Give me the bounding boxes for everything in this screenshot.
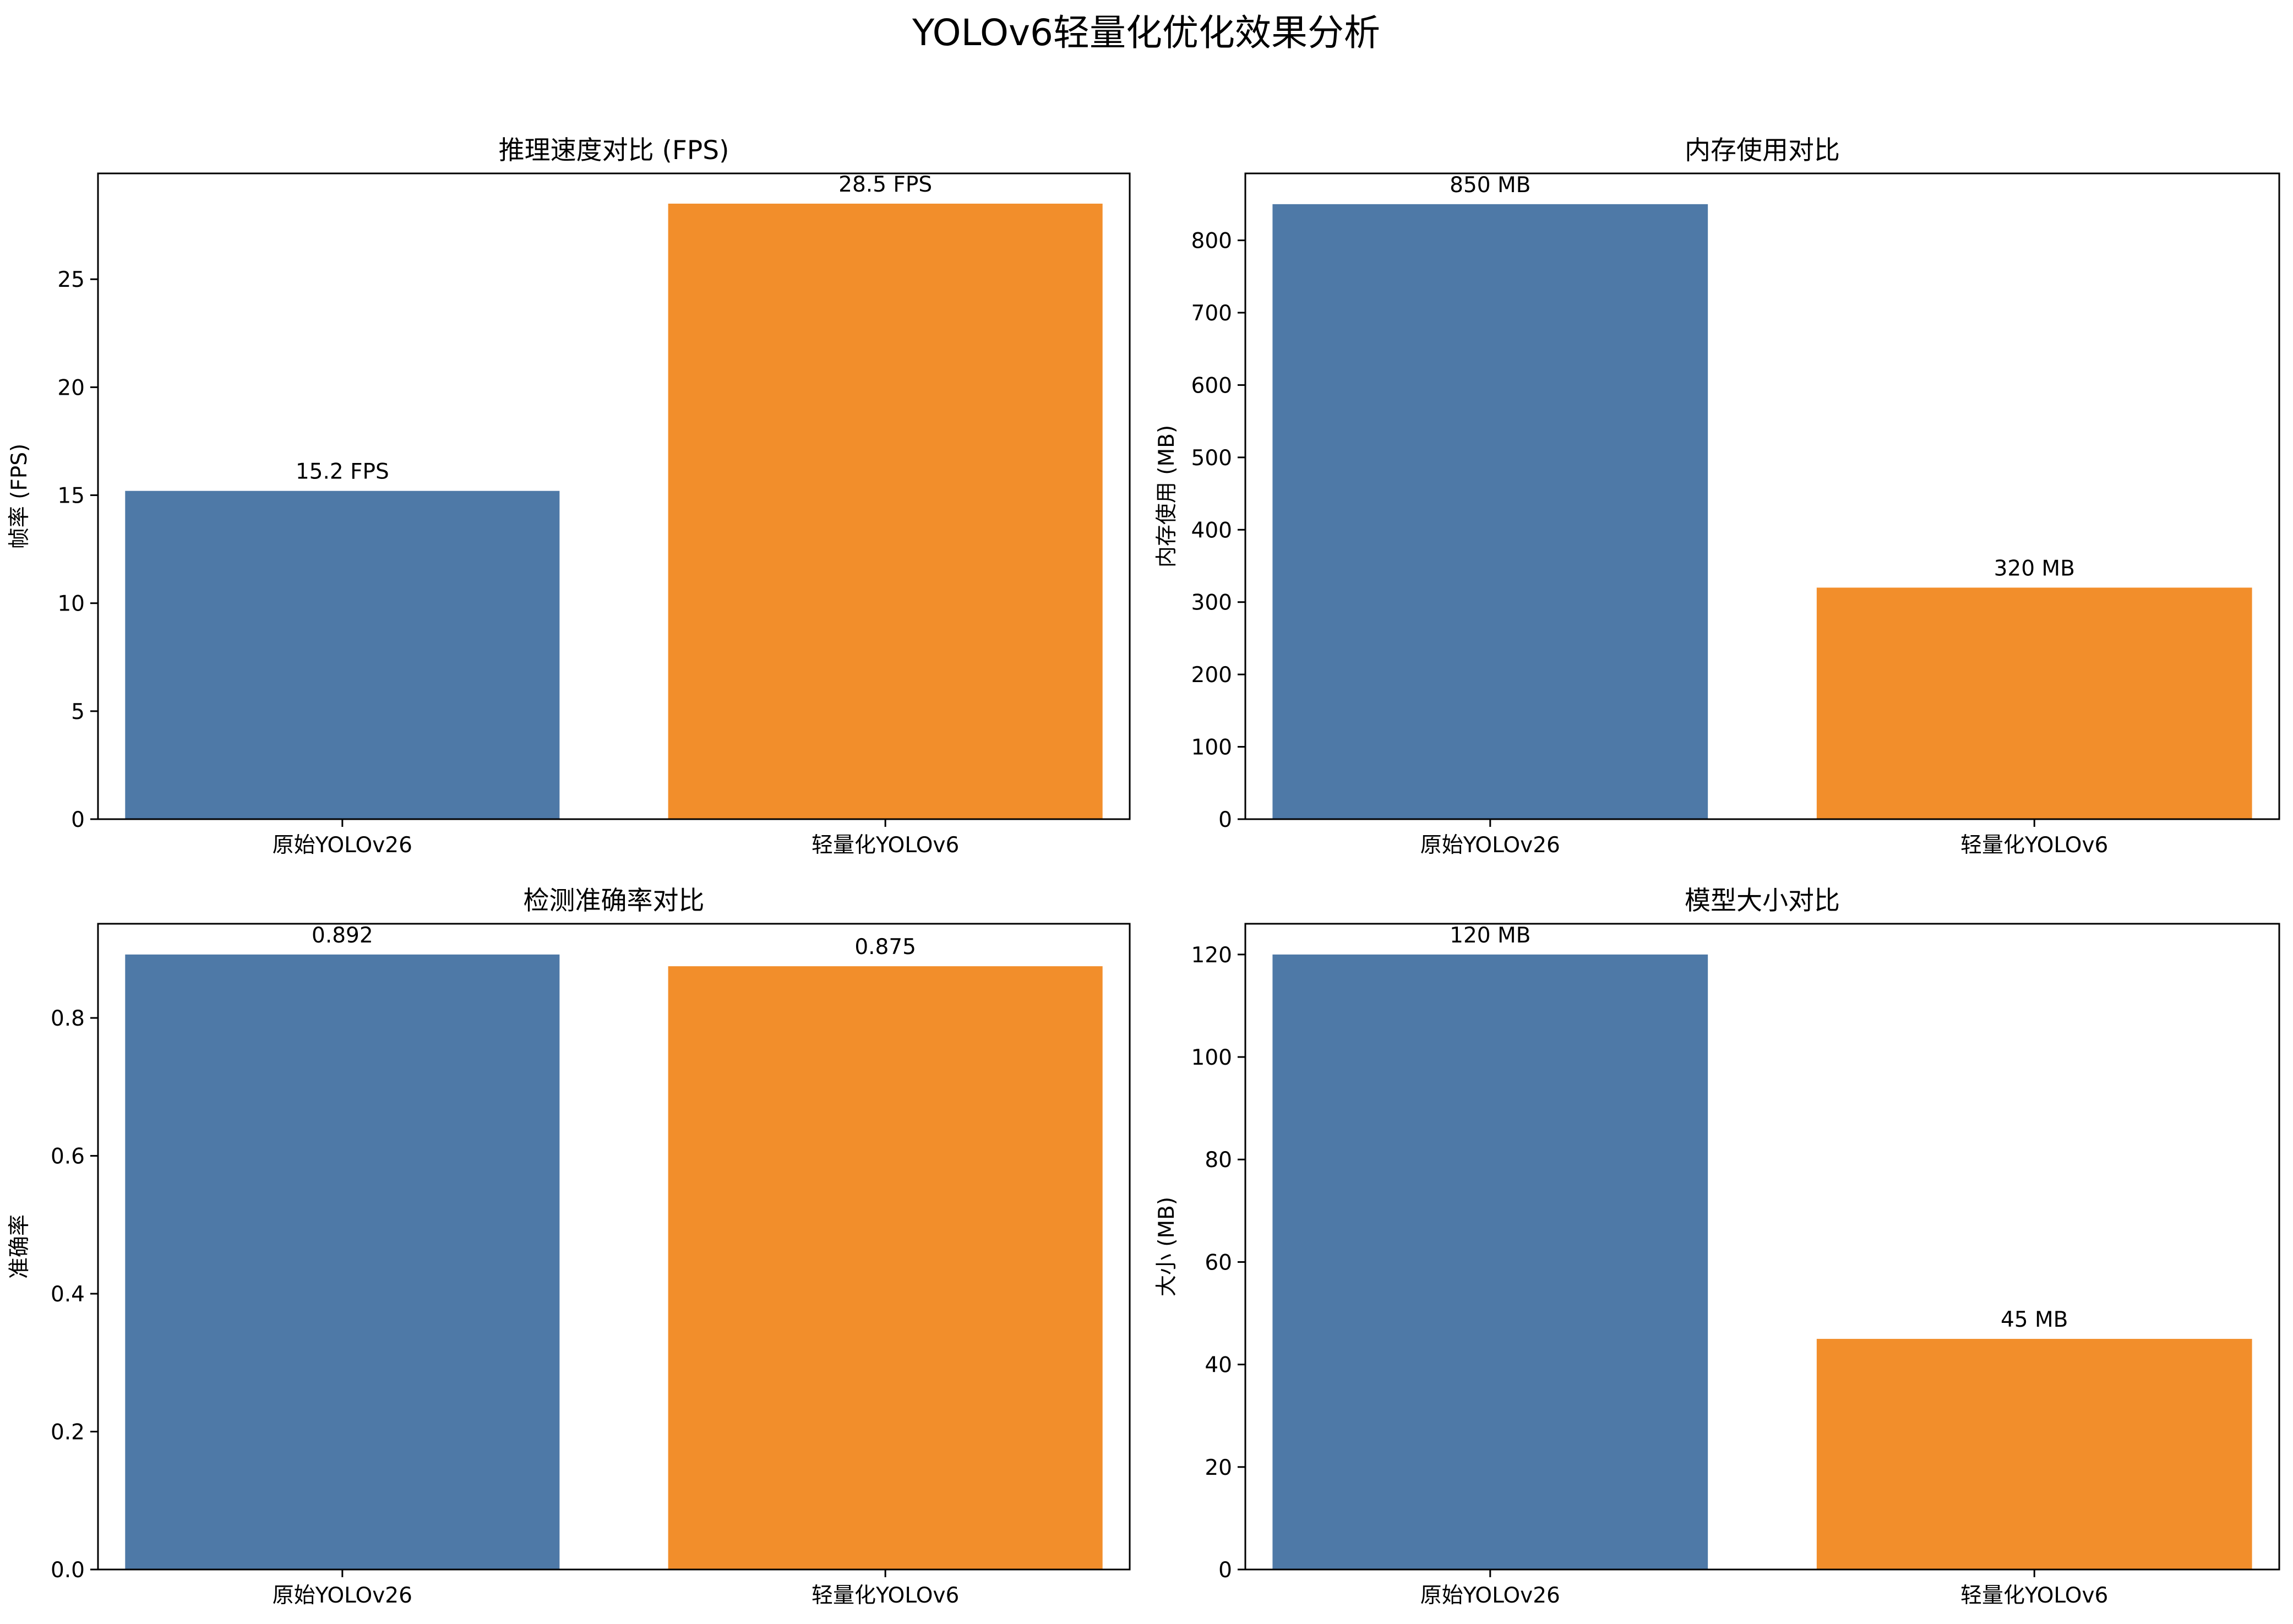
bar-original: [125, 491, 560, 819]
y-tick-label: 20: [1205, 1456, 1232, 1480]
x-tick-label: 原始YOLOv26: [273, 833, 412, 858]
bar-value-label: 320 MB: [1994, 556, 2075, 581]
axes-frame: [97, 923, 1131, 1571]
bar-value-label: 15.2 FPS: [296, 460, 389, 484]
bar-value-label: 120 MB: [1450, 923, 1531, 948]
bar-lightweight: [1816, 587, 2252, 819]
x-tick-label: 轻量化YOLOv6: [811, 1583, 959, 1608]
y-tick-label: 0: [1218, 1558, 1232, 1583]
axes-frame: [97, 172, 1131, 820]
y-tick-label: 15: [57, 484, 85, 509]
panel-title: 推理速度对比 (FPS): [499, 135, 729, 166]
y-tick-label: 0.6: [51, 1145, 85, 1169]
bar-original: [1272, 204, 1708, 819]
bar-original: [125, 954, 560, 1569]
chart-panel-3: 检测准确率对比 0.892 0.875 0.0 0.2 0.4 0.6 0.8 原始YOLOv2…: [7, 886, 1131, 1608]
y-tick-label: 0: [71, 808, 85, 832]
y-tick-label: 80: [1205, 1148, 1232, 1173]
figure-title: YOLOv6轻量化优化效果分析: [912, 12, 1380, 54]
y-tick-label: 120: [1191, 943, 1232, 968]
x-tick-label: 轻量化YOLOv6: [1960, 1583, 2108, 1608]
y-tick-label: 800: [1191, 229, 1232, 254]
y-tick-label: 25: [57, 268, 85, 292]
x-tick-label: 原始YOLOv26: [1420, 833, 1560, 858]
y-tick-label: 0.8: [51, 1006, 85, 1031]
y-axis-label: 内存使用 (MB): [1154, 425, 1179, 568]
x-tick-label: 轻量化YOLOv6: [811, 833, 959, 858]
bar-value-label: 45 MB: [2001, 1307, 2068, 1332]
chart-panels: 推理速度对比 (FPS) 15.2 FPS 28.5 FPS 0 5 10 15 20 25 原始…: [7, 135, 2280, 1608]
chart-panel-2: 内存使用对比 850 MB 320 MB 0 100 200 300 400 500 600 700…: [1154, 135, 2280, 858]
bar-lightweight: [1816, 1339, 2252, 1569]
y-tick-label: 0.2: [51, 1420, 85, 1445]
y-tick-label: 40: [1205, 1353, 1232, 1378]
y-tick-label: 100: [1191, 735, 1232, 760]
y-tick-label: 0: [1218, 808, 1232, 832]
y-axis-label: 大小 (MB): [1154, 1197, 1179, 1296]
y-tick-label: 100: [1191, 1045, 1232, 1070]
panel-title: 内存使用对比: [1685, 135, 1840, 166]
y-tick-label: 500: [1191, 446, 1232, 471]
bar-lightweight: [668, 966, 1103, 1569]
x-tick-label: 轻量化YOLOv6: [1960, 833, 2108, 858]
y-tick-label: 300: [1191, 591, 1232, 615]
bar-original: [1272, 954, 1708, 1569]
x-tick-label: 原始YOLOv26: [1420, 1583, 1560, 1608]
bar-value-label: 850 MB: [1450, 173, 1531, 198]
bar-lightweight: [668, 203, 1103, 819]
y-tick-label: 20: [57, 375, 85, 400]
bar-value-label: 0.892: [312, 923, 373, 948]
bar-value-label: 28.5 FPS: [838, 172, 932, 197]
y-tick-label: 60: [1205, 1250, 1232, 1275]
panel-title: 检测准确率对比: [524, 886, 705, 916]
y-tick-label: 5: [71, 700, 85, 724]
y-tick-label: 0.4: [51, 1282, 85, 1307]
y-axis-label: 准确率: [7, 1214, 32, 1279]
panel-title: 模型大小对比: [1685, 886, 1840, 916]
y-tick-label: 10: [57, 592, 85, 617]
chart-panel-1: 推理速度对比 (FPS) 15.2 FPS 28.5 FPS 0 5 10 15 20 25 原始…: [7, 135, 1131, 858]
y-tick-label: 700: [1191, 301, 1232, 326]
x-tick-label: 原始YOLOv26: [273, 1583, 412, 1608]
axes-frame: [1244, 923, 2280, 1571]
y-tick-label: 400: [1191, 518, 1232, 543]
axes-frame: [1244, 172, 2280, 820]
y-tick-label: 200: [1191, 663, 1232, 688]
y-tick-label: 600: [1191, 373, 1232, 398]
y-tick-label: 0.0: [51, 1558, 85, 1583]
y-axis-label: 帧率 (FPS): [7, 444, 32, 549]
chart-panel-4: 模型大小对比 120 MB 45 MB 0 20 40 60 80 100 120 原始YOLOv2…: [1154, 886, 2280, 1608]
bar-value-label: 0.875: [854, 935, 916, 960]
